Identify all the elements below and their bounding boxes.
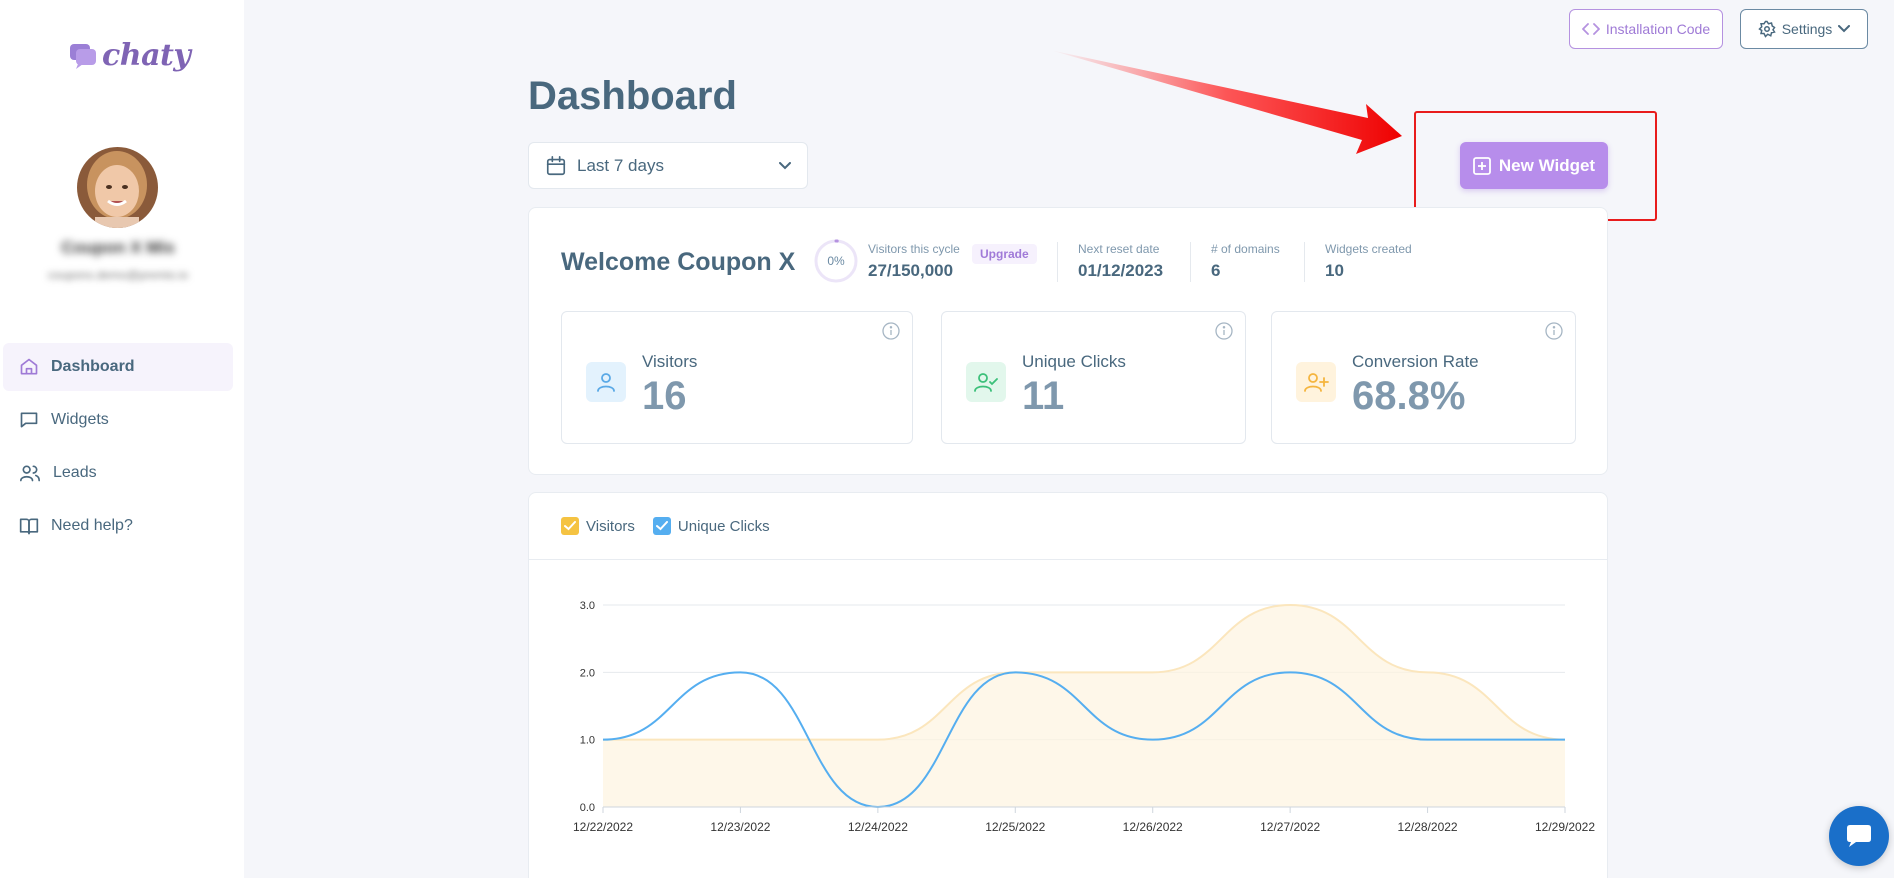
- chat-logo-icon: [68, 42, 96, 70]
- y-tick-label: 3.0: [580, 600, 595, 612]
- sidebar-item-label: Need help?: [51, 517, 133, 534]
- divider: [1190, 242, 1191, 282]
- date-range-value: Last 7 days: [577, 155, 664, 175]
- stat-value: 27/150,000: [868, 261, 954, 280]
- chat-widget-button[interactable]: [1829, 806, 1889, 866]
- chat-icon: [20, 412, 38, 428]
- sidebar-item-widgets[interactable]: Widgets: [3, 396, 233, 444]
- divider: [529, 559, 1607, 560]
- metric-label: Visitors: [642, 352, 698, 371]
- annotation-highlight-box: [1414, 111, 1657, 221]
- info-icon[interactable]: [1215, 322, 1233, 340]
- welcome-title: Welcome Coupon X: [561, 248, 796, 276]
- sidebar-item-need-help[interactable]: Need help?: [3, 502, 233, 550]
- widgets-created-stat: Widgets created 10: [1325, 242, 1412, 281]
- x-tick-label: 12/23/2022: [710, 820, 770, 834]
- divider: [1057, 242, 1058, 282]
- annotation-arrow: [1050, 50, 1402, 154]
- cycle-progress-label: 0%: [827, 254, 845, 268]
- home-icon: [20, 358, 38, 375]
- sidebar-item-label: Dashboard: [51, 358, 135, 375]
- upgrade-badge[interactable]: Upgrade: [972, 244, 1037, 264]
- plus-square-icon: [1473, 156, 1491, 175]
- stat-key: Visitors this cycle: [868, 242, 960, 256]
- new-widget-button[interactable]: New Widget: [1460, 142, 1608, 189]
- info-icon[interactable]: [882, 322, 900, 340]
- y-tick-label: 0.0: [580, 802, 595, 814]
- settings-button[interactable]: Settings: [1740, 9, 1868, 49]
- chevron-down-icon: [779, 161, 791, 169]
- avatar[interactable]: [77, 147, 158, 228]
- metric-card-unique-clicks: Unique Clicks 11: [941, 311, 1246, 444]
- stat-key: # of domains: [1211, 242, 1280, 256]
- metric-card-visitors: Visitors 16: [561, 311, 913, 444]
- legend-label: Visitors: [586, 517, 635, 535]
- series-line-visitors: [602, 603, 1566, 741]
- x-tick-label: 12/25/2022: [985, 820, 1045, 834]
- user-plus-icon: [1296, 362, 1336, 402]
- metric-card-conversion-rate: Conversion Rate 68.8%: [1271, 311, 1576, 444]
- code-icon: [1581, 23, 1600, 35]
- user-email: couponx.demo@premio.io: [47, 268, 189, 282]
- metric-label: Conversion Rate: [1352, 352, 1479, 371]
- gear-icon: [1758, 20, 1776, 38]
- stat-key: Widgets created: [1325, 242, 1412, 256]
- line-chart: 0.0 1.0 2.0 3.0 12/22/2022 12/23/2022 12/24/20…: [573, 600, 1595, 834]
- settings-label: Settings: [1781, 21, 1833, 37]
- metric-value: 68.8%: [1352, 374, 1466, 418]
- visitors-cycle-stat: Visitors this cycle 27/150,000: [868, 242, 960, 281]
- x-tick-label: 12/22/2022: [573, 820, 633, 834]
- logo[interactable]: chaty: [68, 38, 191, 73]
- metric-value: 11: [1022, 374, 1065, 418]
- installation-code-label: Installation Code: [1605, 21, 1711, 37]
- calendar-icon: [546, 155, 566, 175]
- domains-stat: # of domains 6: [1211, 242, 1280, 281]
- installation-code-button[interactable]: Installation Code: [1569, 9, 1723, 49]
- info-icon[interactable]: [1545, 322, 1563, 340]
- stat-value: 10: [1325, 261, 1344, 280]
- x-tick-label: 12/28/2022: [1398, 820, 1458, 834]
- y-tick-label: 1.0: [580, 735, 595, 747]
- users-icon: [20, 465, 40, 482]
- y-tick-label: 2.0: [580, 667, 595, 679]
- user-icon: [586, 362, 626, 402]
- sidebar-item-label: Widgets: [51, 411, 109, 428]
- checkbox-checked-icon[interactable]: [652, 517, 671, 535]
- sidebar-item-label: Leads: [53, 464, 97, 481]
- cycle-progress-ring: [814, 239, 858, 283]
- chevron-down-icon: [1838, 25, 1851, 33]
- metric-value: 16: [642, 374, 687, 418]
- sidebar-item-leads[interactable]: Leads: [3, 449, 233, 497]
- stat-value: 01/12/2023: [1078, 261, 1164, 280]
- date-range-select[interactable]: Last 7 days: [528, 142, 808, 189]
- welcome-card: Welcome Coupon X 0% Visitors this cycle …: [528, 207, 1608, 475]
- metric-label: Unique Clicks: [1022, 352, 1126, 371]
- page-title: Dashboard: [528, 74, 737, 118]
- sidebar: chaty Coupon X Mis couponx.demo@premio.i…: [0, 0, 244, 878]
- book-icon: [19, 518, 39, 535]
- x-tick-label: 12/29/2022: [1535, 820, 1595, 834]
- new-widget-label: New Widget: [1498, 155, 1596, 175]
- user-check-icon: [966, 362, 1006, 402]
- sidebar-nav: Dashboard Widgets Leads Need help?: [3, 343, 233, 555]
- chart-card: Visitors Unique Clicks 0.0 1.0 2.0 3.0 12/22…: [528, 492, 1608, 878]
- stat-value: 6: [1211, 261, 1221, 280]
- series-line-unique-clicks: [602, 671, 1565, 809]
- x-tick-label: 12/24/2022: [848, 820, 908, 834]
- sidebar-item-dashboard[interactable]: Dashboard: [3, 343, 233, 391]
- x-tick-label: 12/27/2022: [1260, 820, 1320, 834]
- x-tick-label: 12/26/2022: [1123, 820, 1183, 834]
- user-name: Coupon X Mis: [61, 238, 175, 257]
- legend-item-unique-clicks[interactable]: Unique Clicks: [652, 517, 770, 535]
- legend-item-visitors[interactable]: Visitors: [561, 517, 635, 535]
- reset-date-stat: Next reset date 01/12/2023: [1078, 242, 1163, 281]
- legend-label: Unique Clicks: [677, 517, 770, 535]
- chart-legend: Visitors Unique Clicks: [561, 517, 770, 535]
- stat-key: Next reset date: [1078, 242, 1160, 256]
- checkbox-checked-icon[interactable]: [561, 517, 579, 535]
- chat-bubble-icon: [1847, 825, 1871, 847]
- divider: [1304, 242, 1305, 282]
- logo-text: chaty: [102, 38, 191, 73]
